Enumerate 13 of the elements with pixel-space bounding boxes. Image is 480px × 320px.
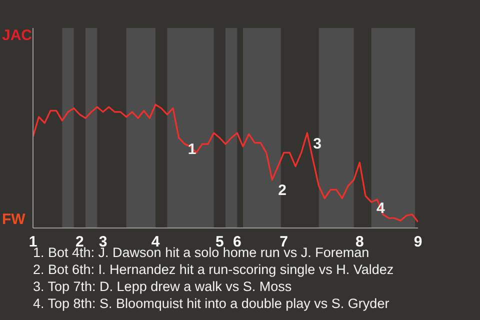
- x-tick-label: 6: [232, 234, 242, 251]
- annotation: 3: [313, 135, 322, 152]
- text: 4. Top 8th: S. Bloomquist hit into a double play vs S. Gryder: [33, 295, 390, 312]
- text: JAC: [2, 27, 32, 44]
- x-tick-label: 4: [151, 234, 160, 251]
- annotation: 2: [278, 182, 287, 200]
- x-tick-label: 9: [414, 234, 422, 251]
- text: 2. Bot 6th: I. Hernandez hit a run-scoring single vs H. Valdez: [33, 261, 394, 278]
- text: 3. Top 7th: D. Lepp drew a walk vs S. Moss: [33, 278, 293, 295]
- x-tick-label: 8: [355, 234, 364, 251]
- x-tick-label: 7: [280, 234, 288, 251]
- text: FW: [2, 211, 26, 228]
- x-tick-label: 5: [215, 234, 224, 251]
